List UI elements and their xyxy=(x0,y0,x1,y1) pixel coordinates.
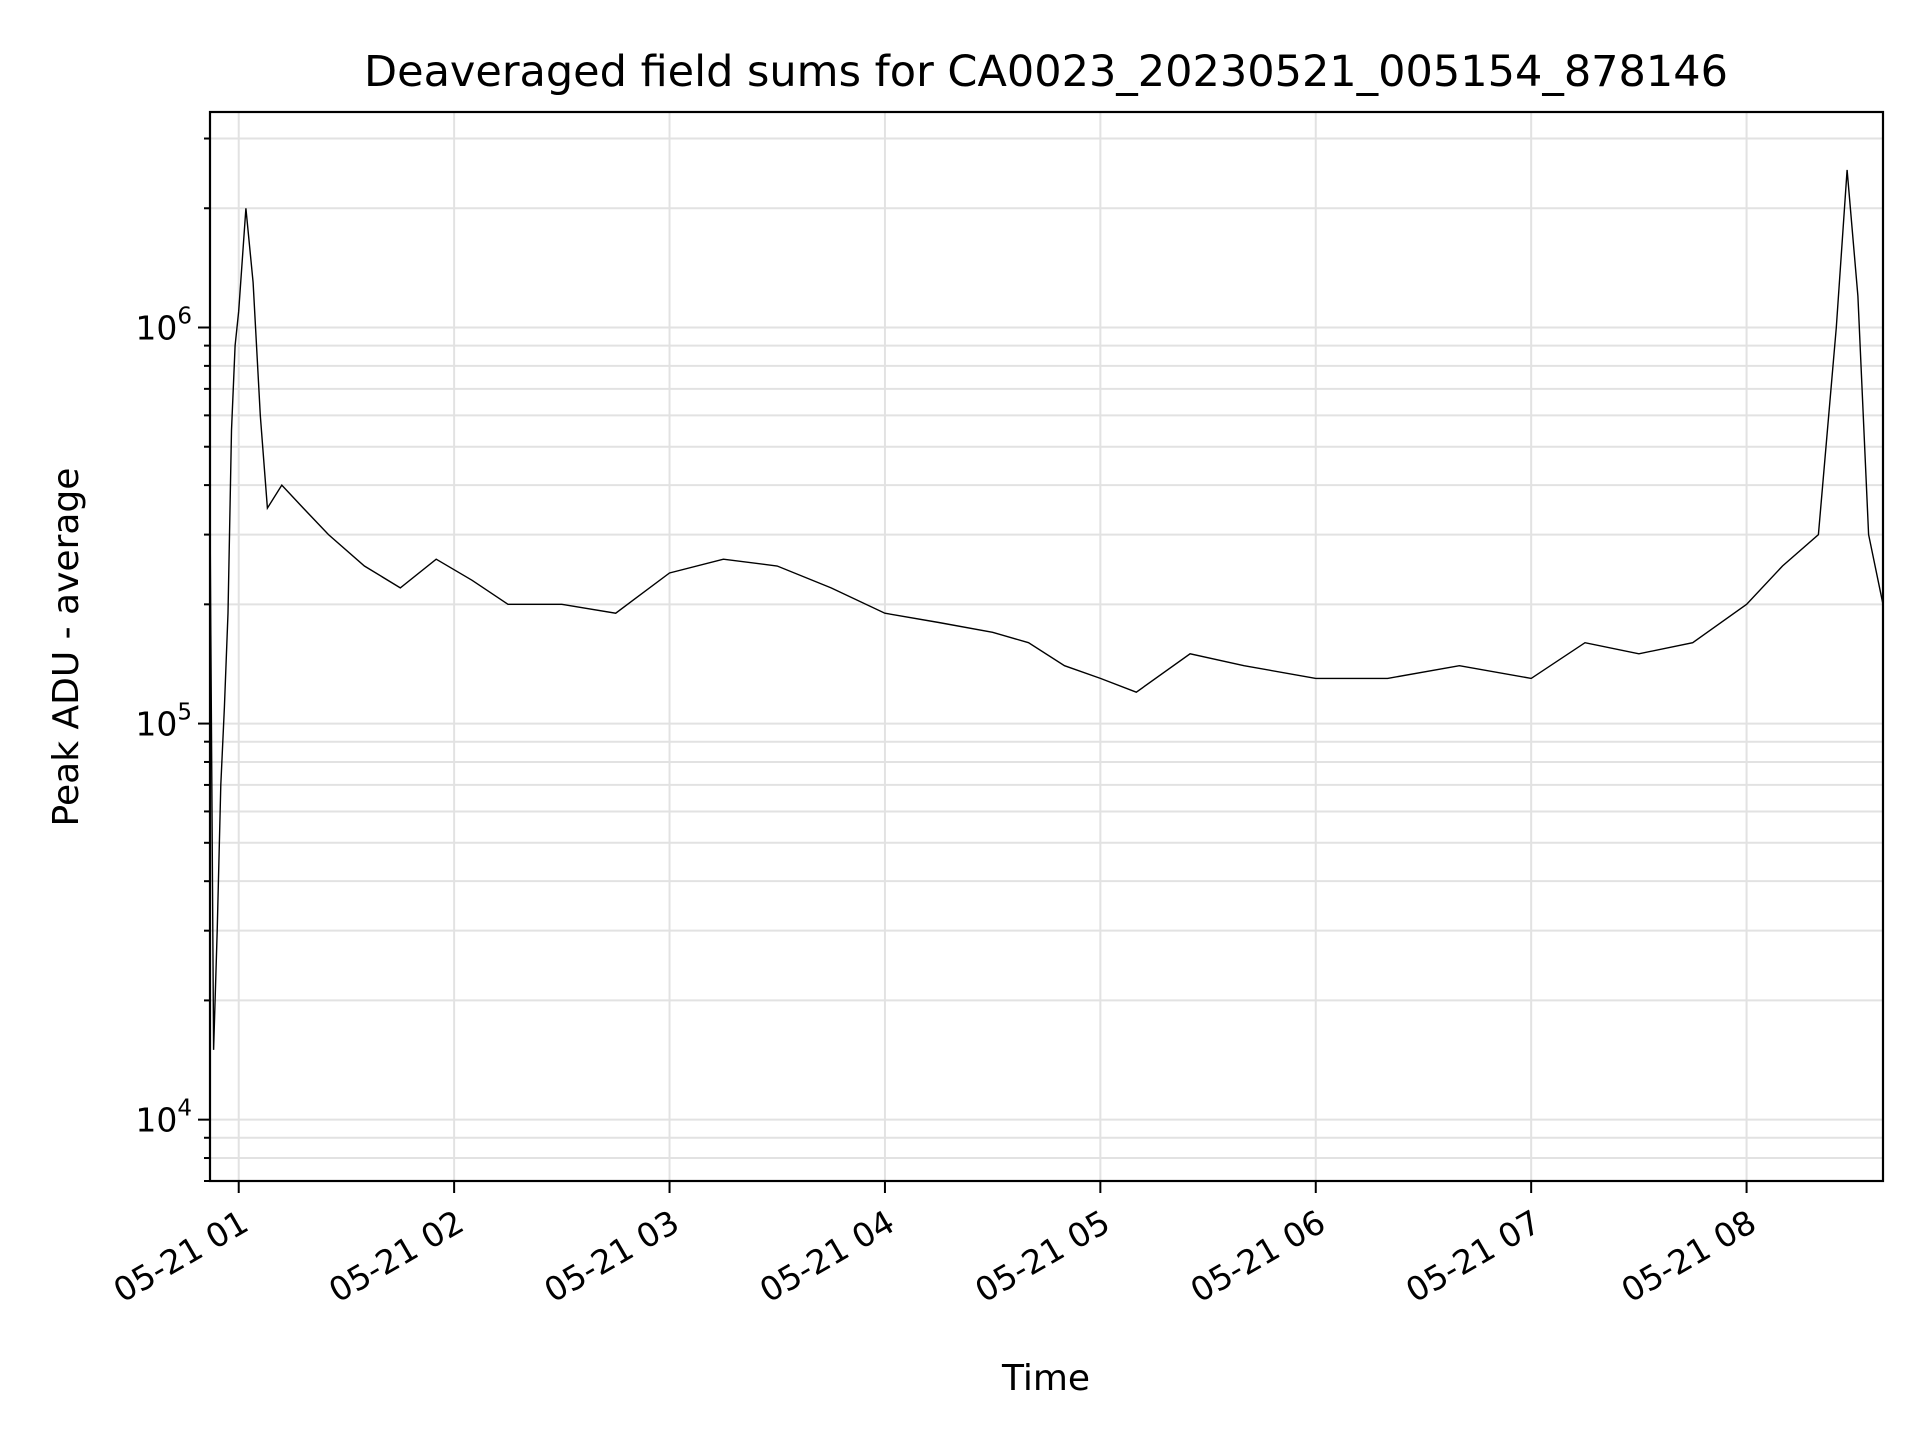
plot-frame xyxy=(208,110,1885,1183)
y-axis: 104 105 106 xyxy=(135,137,210,1182)
chart-title: Deaveraged field sums for CA0023_2023052… xyxy=(364,47,1728,97)
x-tick-label: 05-21 01 xyxy=(107,1202,255,1310)
y-tick-label: 105 xyxy=(135,700,192,744)
x-tick-label: 05-21 07 xyxy=(1399,1202,1547,1310)
series-line xyxy=(209,169,1884,1050)
y-tick-label: 106 xyxy=(135,303,192,347)
x-tick-label: 05-21 05 xyxy=(968,1202,1116,1310)
y-tick-label: 104 xyxy=(135,1096,192,1140)
x-tick-label: 05-21 04 xyxy=(753,1202,901,1310)
x-axis: 05-21 01 05-21 02 05-21 03 05-21 04 05-21 05… xyxy=(107,1181,1763,1310)
x-axis-label: Time xyxy=(1001,1358,1090,1399)
x-tick-label: 05-21 03 xyxy=(538,1202,686,1310)
y-axis-label: Peak ADU - average xyxy=(46,468,87,827)
grid xyxy=(210,112,1883,1182)
x-tick-label: 05-21 02 xyxy=(322,1202,470,1310)
x-tick-label: 05-21 06 xyxy=(1184,1202,1332,1310)
x-tick-label: 05-21 08 xyxy=(1615,1202,1763,1310)
